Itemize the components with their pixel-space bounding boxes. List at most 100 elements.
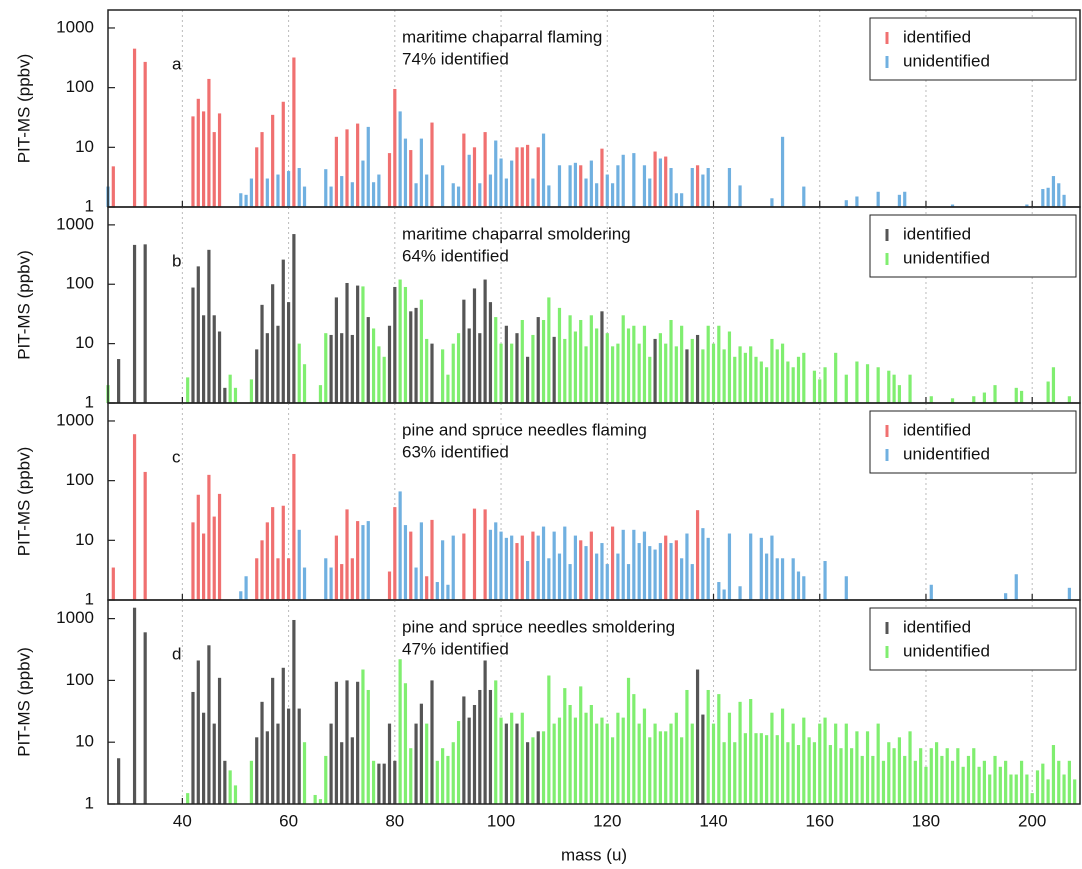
bar — [802, 576, 806, 600]
bar — [998, 766, 1002, 804]
bar — [759, 733, 763, 804]
bar — [903, 755, 907, 804]
bar — [260, 540, 264, 600]
bar — [212, 723, 216, 804]
bar — [403, 138, 408, 207]
bar — [515, 543, 519, 600]
bar — [478, 689, 482, 804]
bar — [892, 374, 896, 403]
bar — [1067, 396, 1071, 403]
bar — [207, 645, 211, 804]
bar — [839, 748, 843, 804]
bar — [648, 178, 652, 207]
bar — [132, 434, 137, 600]
bar — [589, 704, 593, 804]
bar — [653, 338, 657, 403]
bar — [271, 284, 275, 403]
bar — [844, 576, 848, 600]
bar — [536, 731, 540, 804]
legend-label: unidentified — [903, 51, 990, 70]
bar — [143, 61, 147, 207]
bar — [414, 723, 418, 804]
bar — [844, 723, 848, 804]
bar — [706, 325, 710, 403]
bar — [1051, 367, 1056, 403]
bar — [329, 723, 333, 804]
bar — [940, 755, 944, 804]
bar — [292, 234, 296, 403]
bar — [1062, 774, 1066, 804]
bar — [350, 737, 354, 804]
bar — [632, 325, 636, 403]
bar — [526, 356, 530, 403]
bar — [409, 311, 413, 403]
bar — [483, 132, 487, 207]
bar — [722, 349, 726, 403]
bar — [329, 334, 333, 403]
bar — [398, 659, 402, 804]
bar — [908, 374, 912, 403]
bar — [132, 48, 137, 207]
bar — [462, 299, 466, 403]
bar — [286, 171, 291, 207]
y-tick-label: 1000 — [56, 410, 94, 429]
bar — [621, 529, 625, 600]
bar — [531, 334, 535, 403]
bar — [249, 379, 254, 403]
legend-label: identified — [903, 617, 971, 636]
bar — [398, 491, 402, 600]
bar — [929, 396, 933, 403]
bar — [664, 731, 668, 804]
bar — [738, 701, 742, 804]
y-tick-label: 100 — [66, 77, 94, 96]
bar — [329, 186, 333, 207]
bar — [302, 364, 307, 403]
bar — [281, 101, 285, 207]
bar — [462, 533, 466, 600]
bar — [573, 535, 578, 600]
y-tick-label: 1 — [85, 793, 94, 812]
x-axis-label: mass (u) — [561, 845, 627, 864]
bar — [409, 531, 413, 600]
bar — [887, 370, 891, 403]
bar — [1025, 774, 1029, 804]
bar — [685, 533, 689, 600]
bar — [414, 307, 418, 403]
bar — [462, 133, 466, 207]
bar — [345, 282, 349, 403]
bar — [350, 182, 354, 207]
bar — [334, 681, 338, 804]
bar — [435, 582, 439, 600]
bar — [488, 529, 493, 600]
bar — [249, 178, 254, 207]
bar — [223, 387, 227, 403]
bar — [313, 794, 317, 804]
bar — [276, 174, 280, 207]
bar — [749, 533, 753, 600]
bar — [441, 165, 445, 207]
bar — [356, 521, 360, 600]
bar — [610, 183, 615, 207]
bar — [265, 731, 269, 804]
bar — [462, 696, 466, 804]
bar — [780, 343, 785, 403]
bar — [499, 158, 503, 207]
bar — [584, 346, 588, 403]
bar — [520, 712, 524, 804]
bar — [706, 689, 710, 804]
bar — [377, 174, 381, 207]
bar — [451, 742, 455, 804]
bar — [526, 144, 530, 207]
bar — [929, 584, 933, 600]
bar — [579, 540, 583, 600]
bar — [823, 561, 827, 600]
bar — [292, 619, 296, 804]
bar — [648, 356, 652, 403]
bar — [292, 453, 296, 600]
bar — [265, 178, 269, 207]
bar — [494, 140, 498, 207]
bar — [233, 785, 238, 804]
bar — [202, 533, 206, 600]
y-tick-label: 10 — [75, 732, 94, 751]
